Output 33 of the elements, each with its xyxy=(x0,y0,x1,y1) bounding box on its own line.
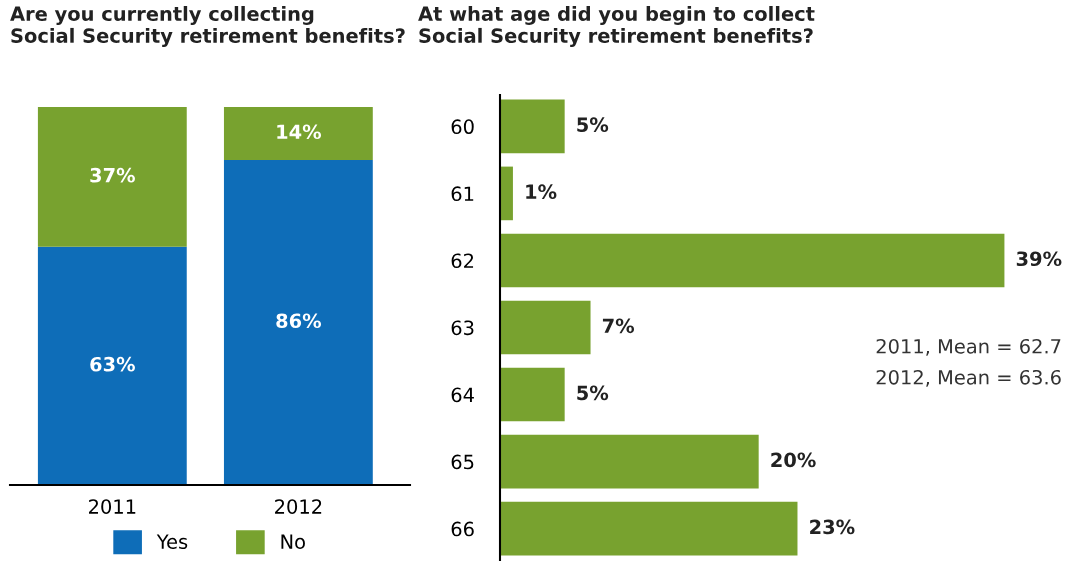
x-tick-label: 2011 xyxy=(89,499,136,514)
x-tick-label: 2012 xyxy=(275,499,322,514)
y-tick-label: 63 xyxy=(451,320,474,336)
data-label: 5% xyxy=(577,117,609,133)
y-tick-label: 64 xyxy=(451,387,474,403)
bar xyxy=(500,99,565,154)
y-tick-label: 61 xyxy=(451,186,474,202)
data-label: 1% xyxy=(526,184,557,200)
y-tick-label: 66 xyxy=(451,521,474,537)
data-label: 63% xyxy=(90,356,135,372)
legend-label: Yes xyxy=(156,534,188,550)
y-tick-label: 65 xyxy=(451,454,474,470)
bar xyxy=(500,367,565,422)
data-label: 39% xyxy=(1016,251,1062,267)
bar xyxy=(500,501,798,556)
bar xyxy=(500,300,591,355)
y-tick-label: 60 xyxy=(451,119,474,135)
data-label: 14% xyxy=(277,124,322,140)
bar xyxy=(500,233,1005,288)
annotation: 2012, Mean = 63.6 xyxy=(876,369,1061,387)
data-label: 20% xyxy=(771,452,816,468)
chart-title: At what age did you begin to collect Social Security retirement benefits? xyxy=(418,6,815,47)
data-label: 5% xyxy=(577,385,609,401)
bar xyxy=(500,166,513,221)
legend-label: No xyxy=(281,534,305,550)
data-label: 37% xyxy=(90,167,135,183)
chart-title: Are you currently collecting Social Security retirement benefits? xyxy=(10,6,405,47)
data-label: 86% xyxy=(276,313,322,329)
annotation: 2011, Mean = 62.7 xyxy=(876,338,1061,356)
y-tick-label: 62 xyxy=(451,253,474,269)
data-label: 23% xyxy=(810,519,855,535)
bar xyxy=(500,434,759,489)
data-label: 7% xyxy=(602,318,635,334)
